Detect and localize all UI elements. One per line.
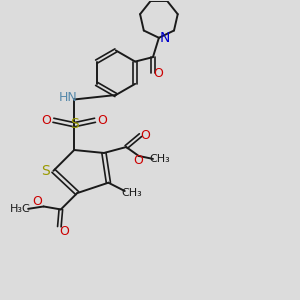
Text: S: S xyxy=(70,117,79,131)
Text: H₃C: H₃C xyxy=(10,204,31,214)
Text: CH₃: CH₃ xyxy=(149,154,170,164)
Text: O: O xyxy=(133,154,143,167)
Text: O: O xyxy=(41,114,51,127)
Text: CH₃: CH₃ xyxy=(122,188,142,197)
Text: HN: HN xyxy=(58,92,77,104)
Text: N: N xyxy=(160,31,170,45)
Text: S: S xyxy=(41,164,50,178)
Text: O: O xyxy=(97,114,107,127)
Text: O: O xyxy=(59,225,69,238)
Text: O: O xyxy=(33,195,43,208)
Text: O: O xyxy=(140,129,150,142)
Text: O: O xyxy=(153,67,163,80)
